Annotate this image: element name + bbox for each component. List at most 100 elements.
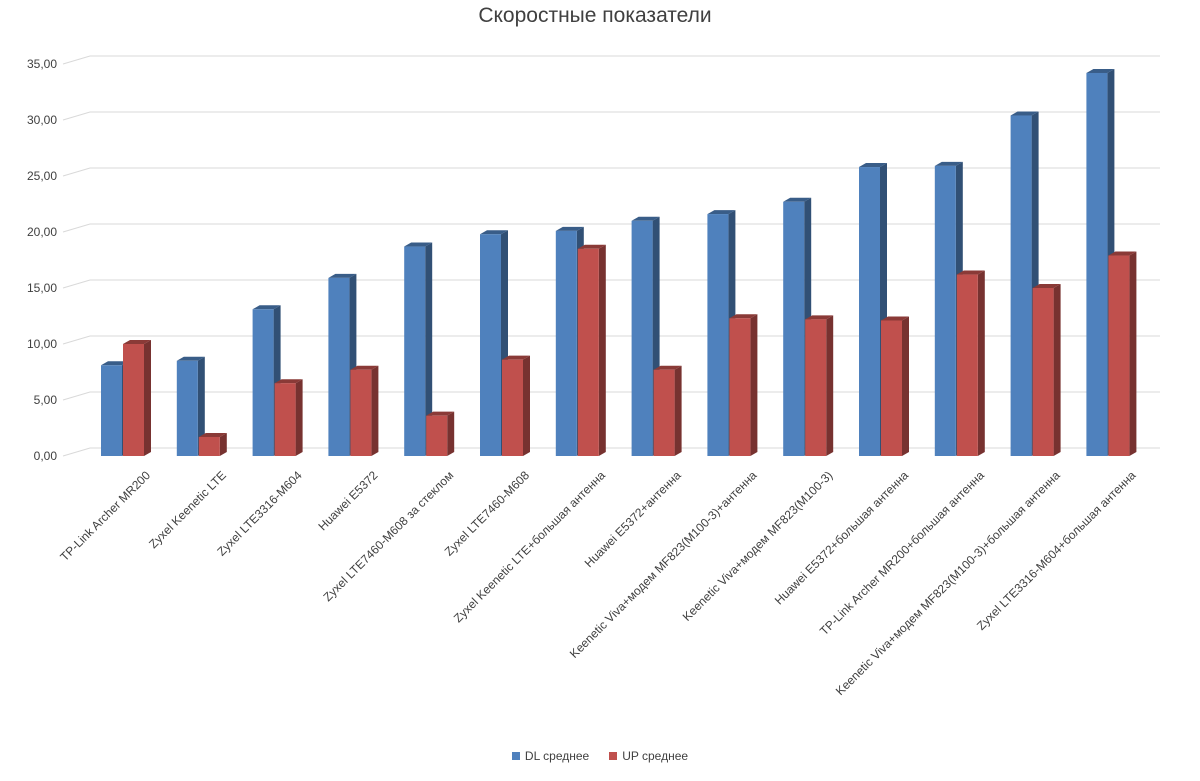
bar-front [198,436,220,456]
x-tick-label: Keenetic Viva+модем MF823(M100-3) [680,468,836,624]
y-tick-label: 35,00 [27,57,57,71]
x-tick-label: Zyxel Keenetic LTE [146,468,229,551]
bar-up [653,365,682,456]
bar-front [934,165,956,457]
bar-side [447,411,455,456]
bar-front [631,220,653,456]
bar-side [523,355,530,456]
bar-top [881,316,909,321]
bar-top [328,273,357,278]
bar-side [219,432,227,456]
bar-front [555,230,577,456]
chart-title: Скоростные показатели [478,4,712,27]
bar-front [328,277,350,456]
bar-up [1032,284,1061,456]
bar-top [252,305,281,310]
bar-up [274,379,303,456]
bar-up [502,355,530,456]
bar-side [598,244,606,456]
bar-front [577,248,599,456]
gridline [62,335,1160,345]
bar-top [1086,68,1115,73]
bar-top [350,365,379,370]
bar-top [956,270,985,275]
bar-side [674,365,682,456]
bar-front [426,415,448,456]
y-axis-tick-labels: 0,00 5,00 10,00 15,00 20,00 25,00 30,00 35,00 [27,57,57,463]
bar-front [729,318,751,456]
bar-front [404,246,426,456]
bar-side [425,242,433,456]
bar-front [274,383,296,456]
legend-label-dl: DL среднее [524,749,590,763]
bar-front [1108,255,1130,456]
x-tick-label: Huawei E5372+большая антенна [772,468,912,608]
bar-side [1129,251,1137,456]
y-tick-label: 30,00 [27,113,57,127]
bar-top [404,242,433,247]
bar-front [350,369,372,456]
x-tick-label: Zyxel LTE3316-M604 [214,468,305,559]
bar-top [101,361,129,366]
bar-front [176,360,198,456]
gridline [62,447,1160,457]
bar-side [197,356,205,456]
bar-up [956,270,985,456]
bar-top [1032,284,1061,288]
legend-item-up: UP среднее [609,749,688,763]
y-tick-label: 10,00 [27,337,57,351]
bar-up [426,411,455,456]
bar-up [1108,251,1137,456]
legend-item-dl: DL среднее [511,749,590,763]
x-tick-label: Zyxel LTE3316-M604+большая антенна [974,468,1139,633]
legend: DL среднее UP среднее [0,749,1200,763]
gridline [62,391,1160,401]
bar-top [426,411,455,416]
bar-up [805,315,834,456]
bar-side [371,365,379,456]
bar-top [934,161,963,166]
bars [101,68,1137,457]
bar-side [826,315,834,456]
y-tick-label: 20,00 [27,225,57,239]
bar-up [881,316,909,456]
bar-up [729,314,758,456]
bar-top [123,340,151,344]
bar-side [295,379,303,456]
legend-label-up: UP среднее [622,749,689,763]
bar-up [198,432,227,456]
x-tick-label: Zyxel LTE7460-M608 [442,468,533,559]
bar-top [176,356,205,361]
bar-top [1010,111,1039,116]
y-tick-label: 15,00 [27,281,57,295]
bar-front [707,214,729,456]
bar-up [577,244,606,456]
y-tick-label: 25,00 [27,169,57,183]
bar-side [902,316,909,456]
bar-up [350,365,379,456]
bar-top [480,230,508,235]
bar-front [783,201,805,456]
bar-top [859,163,887,168]
y-tick-label: 5,00 [34,393,58,407]
legend-swatch-up [609,752,618,760]
bar-top [729,314,758,319]
x-tick-label: TP-Link Archer MR200 [57,468,153,564]
gridlines [62,55,1160,457]
bar-dl [176,356,205,456]
bar-front [881,320,902,456]
gridline [62,279,1160,289]
gridline [62,167,1160,177]
bar-side [1053,284,1061,456]
x-tick-label: Zyxel LTE7460-M608 за стеклом [320,468,456,604]
gridline [62,55,1160,65]
bar-top [653,365,682,370]
x-tick-label: TP-Link Archer MR200+большая антенна [817,468,987,638]
bar-top [783,197,812,202]
bar-up [123,340,151,456]
bar-top [805,315,834,320]
bar-front [859,167,880,457]
bar-front [123,344,144,456]
